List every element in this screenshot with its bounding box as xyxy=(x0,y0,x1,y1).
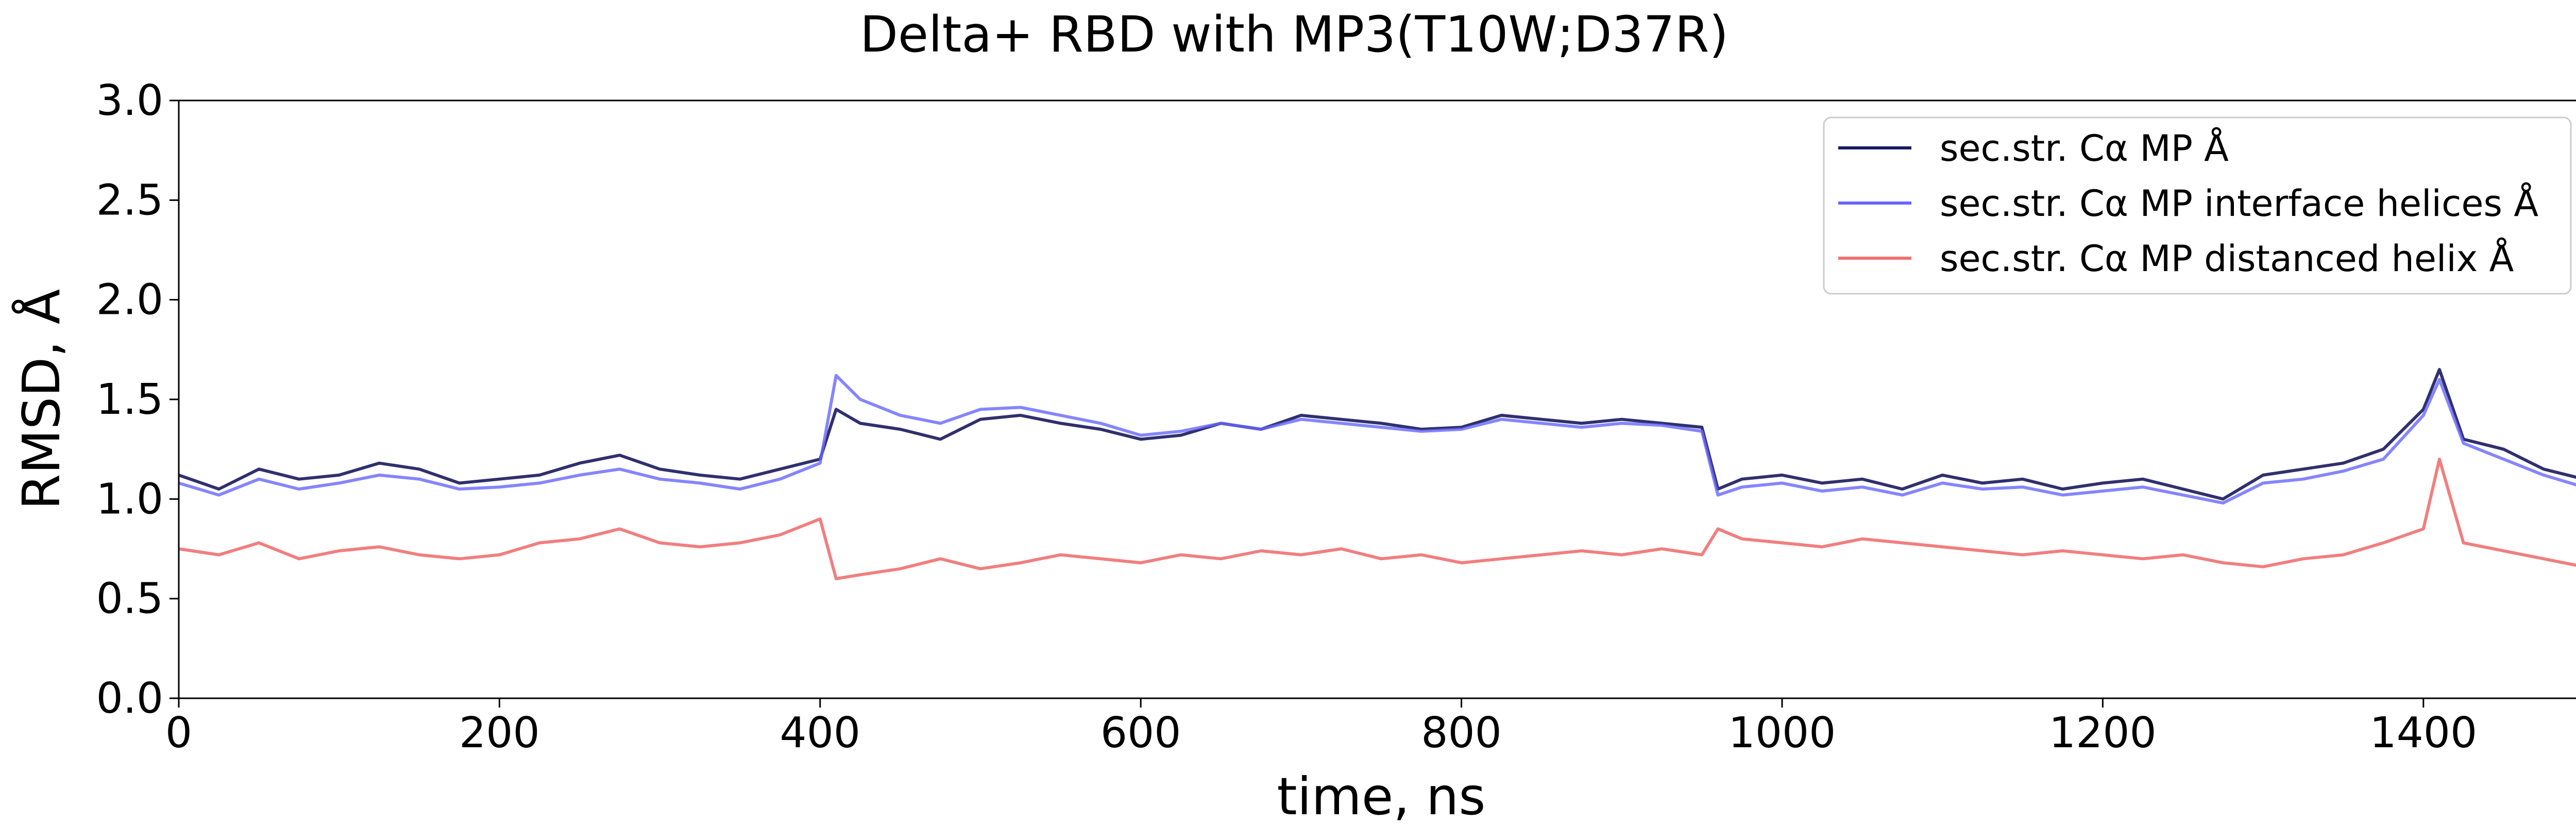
chart-title: Delta+ RBD with MP3(T10W;D37R) xyxy=(860,6,1728,63)
x-axis: 0 200 400 600 800 1000 1200 1400 xyxy=(165,698,2477,758)
x-tick-label: 200 xyxy=(459,709,540,758)
legend-box xyxy=(1823,116,2572,295)
y-tick-label: 1.0 xyxy=(96,475,163,524)
x-tick-label: 1000 xyxy=(1728,709,1836,758)
x-axis-label: time, ns xyxy=(1277,766,1486,827)
x-tick-label: 600 xyxy=(1100,709,1181,758)
y-tick-label: 0.0 xyxy=(96,674,163,723)
x-tick-label: 400 xyxy=(780,709,861,758)
legend-label-3: sec.str. Cα MP distanced helix Å xyxy=(1940,238,2514,280)
y-tick-label: 0.5 xyxy=(96,575,163,624)
legend-label-1: sec.str. Cα MP Å xyxy=(1940,127,2229,170)
x-tick-label: 1400 xyxy=(2369,709,2477,758)
series-line-1 xyxy=(178,368,2576,501)
series-line-2 xyxy=(178,374,2576,505)
legend: sec.str. Cα MP Å sec.str. Cα MP interface… xyxy=(1823,116,2572,295)
x-tick-label: 800 xyxy=(1421,709,1502,758)
y-tick-label: 1.5 xyxy=(96,375,163,424)
x-tick-label: 0 xyxy=(165,709,192,758)
y-tick-label: 2.0 xyxy=(96,276,163,325)
series-line-3 xyxy=(178,458,2576,580)
y-axis: 0.0 0.5 1.0 1.5 2.0 2.5 3.0 xyxy=(96,76,179,723)
x-tick-label: 1200 xyxy=(2049,709,2157,758)
y-axis-label: RMSD, Å xyxy=(11,289,72,510)
legend-items: sec.str. Cα MP Å sec.str. Cα MP interface… xyxy=(1838,127,2538,280)
series-layer xyxy=(178,368,2576,580)
legend-label-2: sec.str. Cα MP interface helices Å xyxy=(1940,182,2538,225)
y-tick-label: 2.5 xyxy=(96,176,163,225)
y-tick-label: 3.0 xyxy=(96,76,163,125)
